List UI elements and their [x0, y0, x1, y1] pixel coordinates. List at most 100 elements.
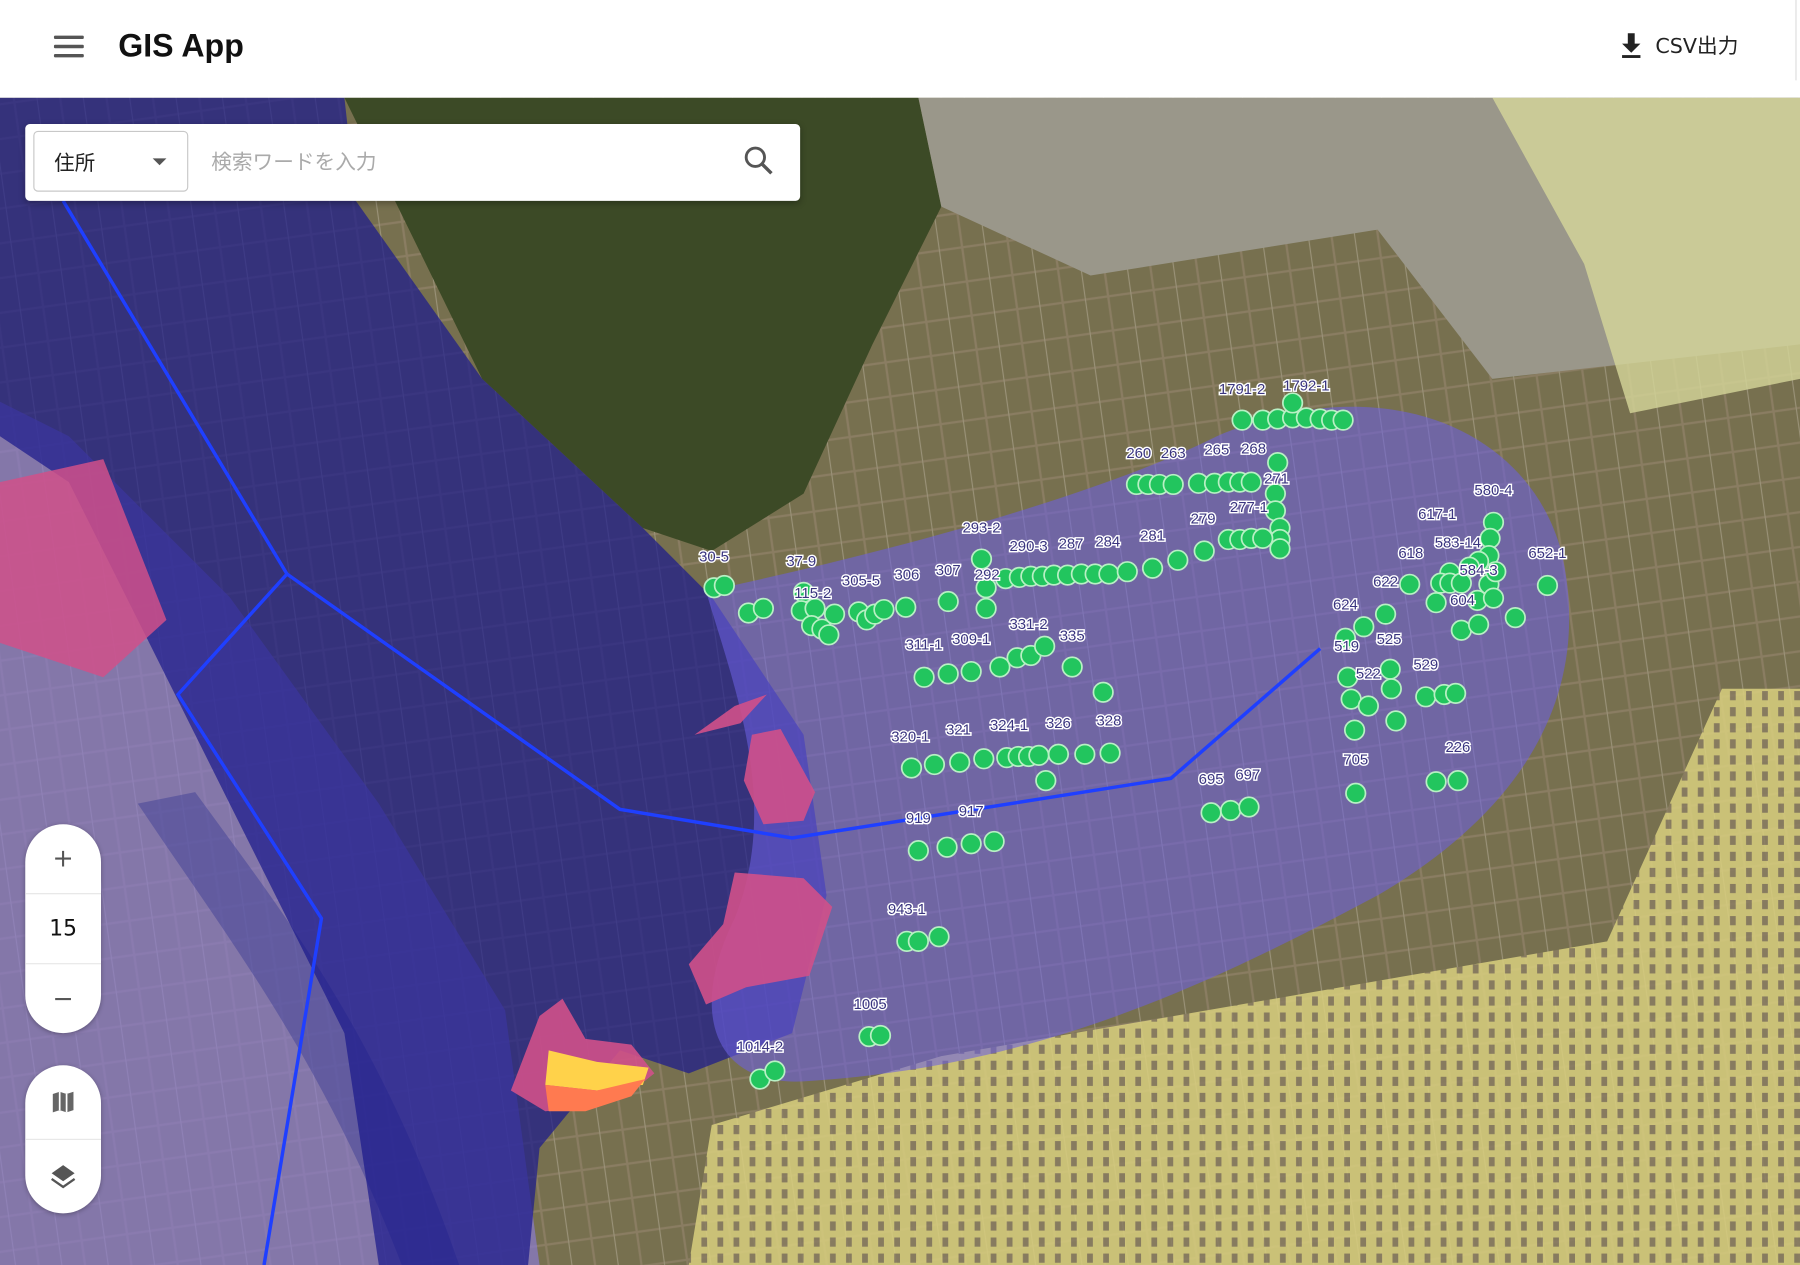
parcel-point[interactable] — [907, 930, 929, 952]
parcel-point[interactable] — [1219, 799, 1242, 822]
parcel-point[interactable] — [1334, 627, 1357, 649]
parcel-point[interactable] — [1116, 561, 1138, 583]
parcel-point[interactable] — [1034, 635, 1056, 657]
parcel-label: 697 — [1235, 766, 1260, 783]
parcel-label: 917 — [959, 803, 984, 820]
parcel-label: 583-14 — [1435, 535, 1481, 552]
search-input[interactable] — [208, 135, 731, 190]
parcel-point[interactable] — [895, 596, 917, 618]
parcel-point[interactable] — [960, 660, 982, 683]
parcel-point[interactable] — [818, 624, 840, 646]
csv-export-button[interactable]: CSV出力 — [1619, 30, 1738, 60]
hazard-area-dark — [0, 97, 827, 1265]
zoom-out-button[interactable]: − — [52, 984, 74, 1014]
hazard-pink-west — [0, 459, 167, 678]
parcel-point[interactable] — [975, 597, 997, 620]
parcel-point[interactable] — [1536, 574, 1559, 597]
parcel-point[interactable] — [989, 656, 1011, 678]
parcel-point[interactable] — [1240, 471, 1262, 493]
parcel-point[interactable] — [1415, 686, 1437, 708]
parcel-label: 115-2 — [794, 585, 831, 602]
parcel-point[interactable] — [1357, 695, 1379, 717]
parcel-point[interactable] — [1343, 719, 1366, 741]
parcel-point[interactable] — [1379, 658, 1401, 680]
parcel-point[interactable] — [913, 666, 935, 688]
parcel-point[interactable] — [1200, 802, 1222, 824]
parcel-point[interactable] — [1444, 682, 1467, 704]
parcel-point[interactable] — [1264, 500, 1287, 522]
parcel-point[interactable] — [1345, 782, 1367, 804]
boundary-line-west — [61, 200, 324, 1265]
parcel-point[interactable] — [1482, 587, 1505, 609]
parcel-point[interactable] — [1269, 538, 1291, 560]
parcel-point[interactable] — [1504, 606, 1526, 629]
parcel-point[interactable] — [1447, 769, 1469, 792]
parcel-point[interactable] — [1467, 613, 1490, 636]
parcel-label: 309-1 — [952, 631, 990, 648]
parcel-point[interactable] — [713, 574, 735, 597]
parcel-point[interactable] — [1092, 681, 1114, 703]
zoom-level: 15 — [25, 894, 102, 965]
parcel-point[interactable] — [1337, 666, 1359, 688]
forest-area — [344, 97, 942, 552]
parcel-point[interactable] — [973, 748, 995, 770]
parcel-point[interactable] — [1425, 771, 1447, 793]
parcel-point[interactable] — [923, 753, 946, 776]
parcel-point[interactable] — [1162, 473, 1184, 496]
parcel-point[interactable] — [1485, 561, 1507, 583]
parcel-point[interactable] — [1374, 603, 1397, 625]
parcel-point[interactable] — [1141, 557, 1164, 579]
parcel-point[interactable] — [764, 1060, 786, 1082]
zoom-in-button[interactable]: + — [25, 824, 102, 895]
parcel-label: 695 — [1199, 771, 1224, 788]
search-icon[interactable] — [743, 145, 775, 177]
parcel-point[interactable] — [1231, 409, 1253, 431]
parcel-point[interactable] — [1267, 452, 1289, 474]
parcel-point[interactable] — [1353, 616, 1375, 638]
parcel-point[interactable] — [1074, 743, 1096, 765]
parcel-point[interactable] — [1281, 392, 1304, 414]
parcel-point[interactable] — [1099, 742, 1121, 764]
parcel-point[interactable] — [1193, 540, 1215, 562]
parcel-point[interactable] — [970, 548, 993, 570]
parcel-point[interactable] — [1035, 769, 1057, 792]
parcel-point[interactable] — [752, 597, 775, 620]
parcel-point[interactable] — [1238, 796, 1260, 818]
parcel-point[interactable] — [1385, 710, 1407, 732]
basemap-button[interactable] — [25, 1065, 102, 1140]
parcel-point[interactable] — [928, 926, 950, 948]
search-type-select[interactable]: 住所 — [33, 130, 189, 192]
parcel-point[interactable] — [1061, 656, 1083, 678]
parcel-point[interactable] — [975, 577, 997, 599]
parcel-label: 919 — [906, 810, 931, 827]
parcel-point[interactable] — [1098, 563, 1120, 585]
parcel-point[interactable] — [937, 590, 959, 613]
layers-button[interactable] — [25, 1140, 101, 1213]
parcel-point[interactable] — [1399, 573, 1421, 595]
parcel-point[interactable] — [907, 840, 929, 862]
parcel-label: 624 — [1333, 597, 1358, 614]
parcel-point[interactable] — [869, 1024, 892, 1047]
parcel-point[interactable] — [937, 663, 959, 685]
parcel-point[interactable] — [873, 598, 895, 621]
parcel-point[interactable] — [949, 751, 971, 773]
parcel-point[interactable] — [1252, 527, 1274, 550]
parcel-point[interactable] — [983, 830, 1005, 853]
parcel-point[interactable] — [960, 833, 982, 855]
parcel-point[interactable] — [1028, 744, 1050, 766]
parcel-point[interactable] — [1332, 409, 1354, 431]
parcel-point[interactable] — [1047, 743, 1070, 765]
parcel-point[interactable] — [1450, 572, 1472, 594]
parcel-label: 335 — [1060, 628, 1085, 645]
parcel-point[interactable] — [900, 757, 923, 779]
hazard-orange — [545, 1079, 646, 1112]
map-canvas[interactable]: 1791-2 1792-1 260 263 265 268 271 277-1 279 281 28… — [0, 97, 1800, 1265]
parcel-point[interactable] — [1425, 592, 1447, 614]
parcel-point[interactable] — [936, 836, 958, 858]
parcel-point[interactable] — [823, 603, 846, 625]
hamburger-icon[interactable] — [53, 35, 84, 59]
parcel-point[interactable] — [1380, 678, 1402, 700]
app-title: GIS App — [118, 27, 244, 64]
parcel-label: 1005 — [854, 996, 887, 1013]
parcel-point[interactable] — [1167, 549, 1189, 571]
